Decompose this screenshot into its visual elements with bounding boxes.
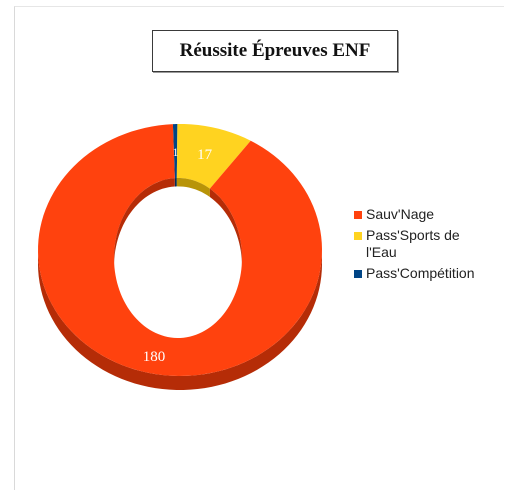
legend-swatch-1	[354, 232, 362, 240]
chart-frame	[14, 6, 504, 490]
slice-inner-wall-0	[114, 178, 175, 267]
chart-legend: Sauv'Nage Pass'Sports de l'Eau Pass'Compét…	[354, 206, 514, 286]
legend-label-1: Pass'Sports de l'Eau	[366, 227, 460, 260]
legend-label-0: Sauv'Nage	[366, 206, 435, 222]
data-label-2: 1	[173, 145, 179, 159]
data-label-0: 180	[143, 349, 166, 365]
data-label-1: 17	[197, 147, 213, 163]
legend-label-2: Pass'Compétition	[366, 265, 475, 281]
donut-top-faces	[38, 124, 322, 376]
legend-item-0: Sauv'Nage	[354, 206, 514, 223]
legend-swatch-2	[354, 270, 362, 278]
data-labels: 1 17 180	[143, 145, 213, 365]
slice-2	[172, 124, 178, 179]
slice-inner-wall-1	[176, 178, 210, 198]
legend-item-1: Pass'Sports de l'Eau	[354, 227, 514, 261]
legend-swatch-0	[354, 211, 362, 219]
chart-title-box: Réussite Épreuves ENF	[152, 30, 398, 72]
slice-0	[38, 124, 322, 376]
slice-inner-wall-0	[209, 188, 242, 267]
slice-1	[176, 124, 251, 189]
slice-inner-wall-2	[174, 178, 177, 187]
chart-title: Réussite Épreuves ENF	[179, 40, 371, 61]
legend-item-2: Pass'Compétition	[354, 265, 514, 282]
